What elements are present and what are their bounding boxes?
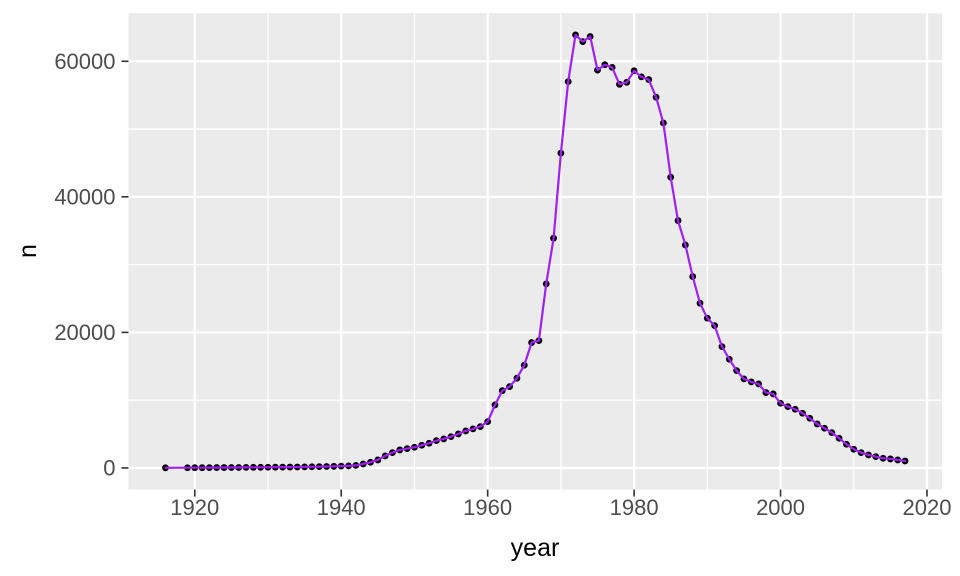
y-axis-title: n xyxy=(14,244,42,258)
x-axis-title: year xyxy=(511,534,560,562)
x-tick-label: 1980 xyxy=(610,495,659,520)
axes: 1920 1940 1960 1980 2000 2020 0 20000 40000 60000 xyxy=(54,49,951,520)
x-tick-label: 2000 xyxy=(756,495,805,520)
y-tick-label: 0 xyxy=(103,455,115,480)
y-tick-label: 20000 xyxy=(54,320,115,345)
x-tick-label: 1940 xyxy=(317,495,366,520)
trend-line xyxy=(164,33,907,469)
gridlines xyxy=(128,13,942,490)
data-series xyxy=(162,31,909,472)
panel-background xyxy=(128,13,942,490)
y-tick-label: 40000 xyxy=(54,184,115,209)
plot-panel xyxy=(128,13,942,490)
y-tick-label: 60000 xyxy=(54,49,115,74)
x-tick-label: 2020 xyxy=(903,495,952,520)
x-tick-label: 1960 xyxy=(463,495,512,520)
x-tick-label: 1920 xyxy=(170,495,219,520)
